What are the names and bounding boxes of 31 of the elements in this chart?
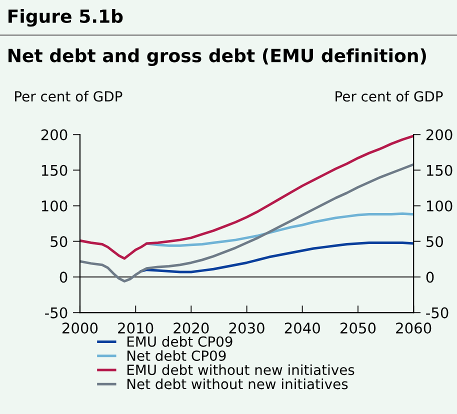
x-tick-label: 2010 [118,322,154,334]
y-tick-label: 200 [41,129,68,140]
y2-tick-label: -50 [426,307,448,318]
legend-label: Net debt CP09 [127,350,226,361]
x-tick-label: 2060 [396,322,432,334]
y2-axis-title: Per cent of GDP [336,90,443,102]
y-tick-label: -50 [45,307,68,318]
x-tick-label: 2000 [62,322,98,334]
y-tick-label: 100 [42,200,68,212]
y2-tick-label: 150 [426,164,452,176]
y2-tick-label: 50 [426,236,443,248]
caption: Figure 5.1b [8,9,123,27]
x-tick-label: 2050 [340,322,376,334]
y-axis-title: Per cent of GDP [15,90,122,102]
x-tick-label: 2030 [229,322,264,334]
line-series [80,134,414,260]
x-tick-label: 2020 [174,322,209,334]
line-series [145,212,414,247]
y2-tick-label: 100 [426,200,452,212]
legend-label: EMU debt CP09 [127,336,232,347]
line-series [140,242,414,274]
y-tick-label: 0 [60,272,68,283]
y2-tick-label: 200 [426,129,452,140]
y2-tick-label: 0 [426,272,434,283]
y-tick-label: 50 [50,236,68,248]
legend-label: EMU debt without new initiatives [127,364,354,376]
chart-title: Net debt and gross debt (EMU definition) [8,48,426,66]
line-series [80,163,414,282]
y-tick-label: 150 [42,164,68,176]
x-tick-label: 2040 [284,322,320,334]
legend-label: Net debt without new initiatives [127,378,348,390]
